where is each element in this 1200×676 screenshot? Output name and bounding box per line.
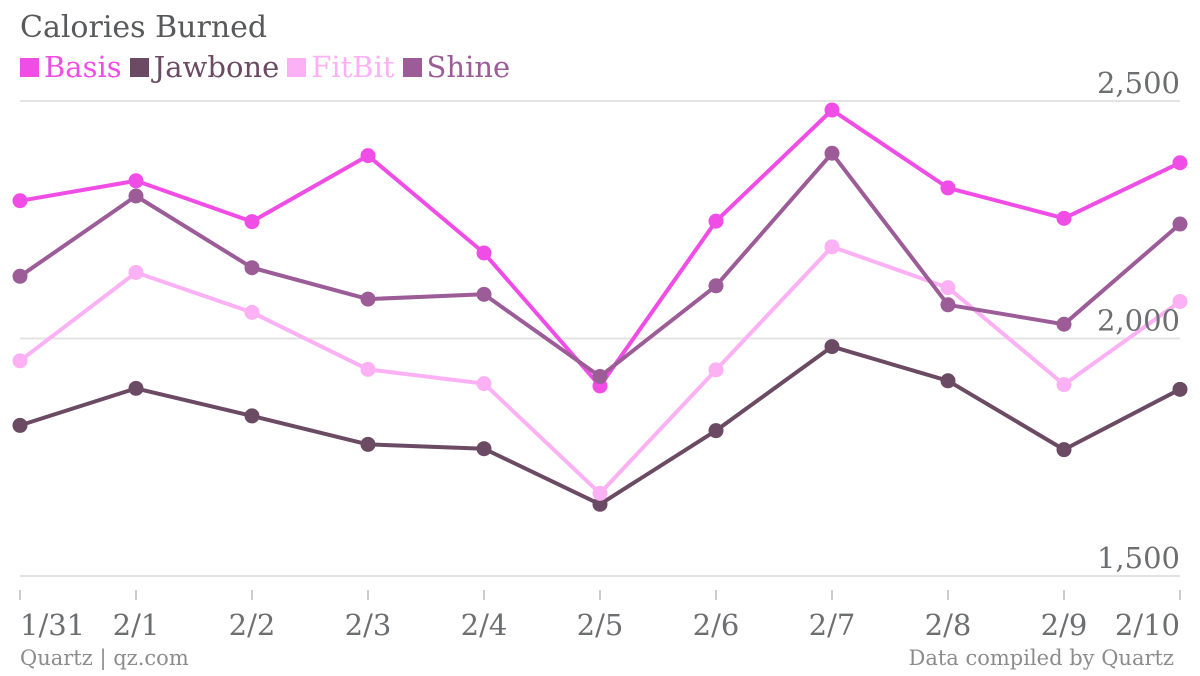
legend-item-basis: Basis — [20, 50, 122, 84]
data-point-shine — [360, 291, 376, 307]
x-tick-label: 2/3 — [345, 608, 392, 642]
legend-item-fitbit: FitBit — [287, 50, 395, 84]
legend-label: Basis — [44, 50, 122, 84]
data-point-shine — [244, 260, 260, 276]
data-point-jawbone — [592, 496, 608, 512]
x-tick-label: 2/9 — [1041, 608, 1088, 642]
data-point-jawbone — [476, 441, 492, 457]
data-point-shine — [708, 278, 724, 294]
data-point-basis — [708, 213, 724, 229]
data-point-jawbone — [708, 423, 724, 439]
data-point-basis — [244, 214, 260, 230]
data-point-jawbone — [12, 417, 28, 433]
legend-label: Shine — [426, 50, 511, 84]
legend-swatch — [287, 57, 307, 77]
data-point-basis — [476, 245, 492, 261]
data-point-fitbit — [592, 485, 608, 501]
chart-title: Calories Burned — [20, 10, 268, 45]
data-point-basis — [1056, 210, 1072, 226]
data-point-jawbone — [824, 339, 840, 355]
legend: Basis Jawbone FitBit Shine — [20, 50, 518, 84]
data-point-jawbone — [1056, 442, 1072, 458]
data-point-shine — [1172, 216, 1188, 232]
data-point-jawbone — [244, 408, 260, 424]
y-tick-label: 2,500 — [1097, 66, 1180, 100]
legend-label: Jawbone — [153, 50, 280, 84]
data-point-fitbit — [1056, 377, 1072, 393]
data-point-fitbit — [244, 304, 260, 320]
data-point-shine — [1056, 316, 1072, 332]
data-point-fitbit — [12, 353, 28, 369]
x-tick-label: 2/2 — [229, 608, 276, 642]
legend-swatch — [20, 57, 39, 77]
legend-swatch — [129, 57, 149, 77]
data-credit: Data compiled by Quartz — [908, 646, 1174, 670]
y-tick-label: 1,500 — [1097, 541, 1180, 575]
data-point-basis — [940, 180, 956, 196]
data-point-basis — [360, 148, 376, 164]
legend-item-shine: Shine — [402, 50, 511, 84]
data-point-jawbone — [360, 436, 376, 452]
data-point-jawbone — [1172, 381, 1188, 397]
data-point-jawbone — [940, 373, 956, 389]
x-tick-label: 1/31 — [20, 608, 85, 642]
data-point-shine — [940, 297, 956, 313]
legend-swatch — [402, 57, 422, 77]
data-point-basis — [1172, 155, 1188, 171]
data-point-shine — [128, 188, 144, 204]
data-point-fitbit — [1172, 293, 1188, 309]
data-point-fitbit — [708, 362, 724, 378]
series-line-shine — [18, 151, 1182, 379]
data-point-fitbit — [824, 239, 840, 255]
data-point-fitbit — [360, 361, 376, 377]
data-point-fitbit — [128, 264, 144, 280]
legend-item-jawbone: Jawbone — [129, 50, 280, 84]
x-tick-label: 2/1 — [113, 608, 160, 642]
series-line-basis — [18, 108, 1182, 388]
y-tick-label: 2,000 — [1097, 304, 1180, 338]
data-point-shine — [476, 286, 492, 302]
data-point-basis — [128, 173, 144, 189]
x-tick-label: 2/7 — [809, 608, 856, 642]
data-point-jawbone — [128, 380, 144, 396]
data-point-shine — [12, 268, 28, 284]
data-point-shine — [824, 145, 840, 161]
source-credit: Quartz | qz.com — [20, 646, 189, 670]
x-tick-label: 2/10 — [1115, 608, 1180, 642]
data-point-fitbit — [476, 376, 492, 392]
x-tick-label: 2/6 — [693, 608, 740, 642]
x-tick-label: 2/8 — [925, 608, 972, 642]
legend-label: FitBit — [311, 50, 395, 84]
data-point-shine — [592, 369, 608, 384]
data-point-basis — [12, 193, 28, 209]
x-tick-label: 2/5 — [577, 608, 624, 642]
data-point-fitbit — [940, 280, 956, 296]
x-tick-label: 2/4 — [461, 608, 508, 642]
data-point-basis — [824, 102, 840, 118]
